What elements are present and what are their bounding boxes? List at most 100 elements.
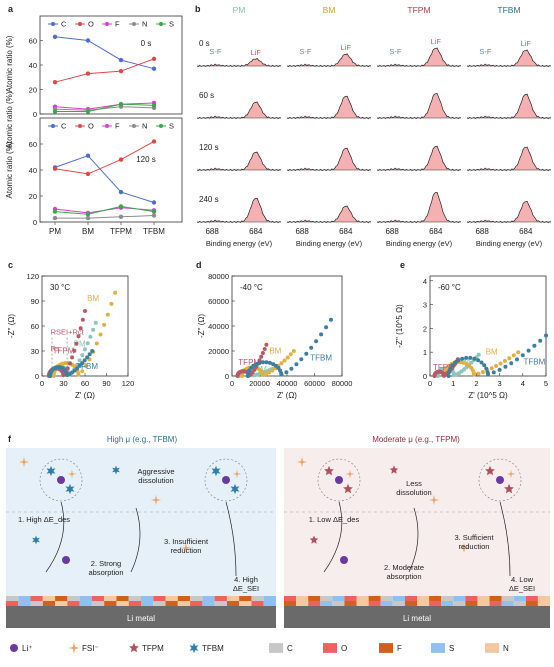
data-point-S	[151, 103, 157, 108]
data-point-BM	[109, 301, 114, 306]
data-point-BM	[260, 373, 265, 377]
li-ion	[335, 476, 343, 484]
sei-block	[296, 601, 309, 606]
data-point-TFBM	[447, 370, 451, 375]
lif-peak-label: LiF	[341, 43, 352, 52]
x-tick-label: 2	[474, 379, 478, 388]
lif-peak-fill	[377, 48, 461, 66]
data-point-BM	[98, 332, 103, 337]
time-label: 0 s	[199, 39, 210, 48]
data-point-BM	[516, 350, 521, 355]
data-point-BM	[102, 322, 107, 327]
data-point-N	[118, 214, 124, 219]
lif-peak-label: LiF	[521, 39, 532, 48]
sei-block	[501, 601, 514, 606]
data-point-N	[52, 215, 58, 221]
x-axis-label: Binding energy (eV)	[296, 239, 363, 248]
data-point-BM	[80, 369, 85, 374]
data-point-O	[118, 157, 124, 162]
data-point-S	[52, 109, 58, 114]
legend-marker-TFPM	[129, 642, 139, 653]
sei-block	[404, 596, 417, 601]
sei-block	[79, 601, 92, 606]
lif-peak-fill	[197, 102, 281, 118]
data-point-TFBM	[284, 370, 289, 375]
x-tick-label: TFBM	[143, 227, 165, 236]
y-tick-label: 0	[33, 218, 37, 227]
sei-block	[116, 596, 129, 601]
data-point-TFBM	[85, 355, 90, 360]
data-point-TFBM	[90, 349, 95, 353]
xps-spectrum: 120 s	[196, 143, 282, 172]
sei-block	[380, 601, 393, 606]
note-step2: absorption	[88, 568, 123, 577]
data-point-TFBM	[460, 356, 465, 361]
sei-block	[42, 596, 56, 601]
data-point-TFBM	[257, 360, 262, 365]
sei-block	[465, 596, 478, 601]
spectrum-line	[466, 93, 552, 120]
data-point-TFBM	[482, 363, 487, 368]
x-tick-label: 684	[249, 227, 263, 236]
data-point-BM	[279, 361, 284, 366]
li-ion	[340, 556, 348, 564]
data-point-O	[52, 79, 58, 85]
legend-marker-FSI⁻	[68, 642, 80, 654]
lif-peak-fill	[377, 93, 461, 118]
y-axis-label: -Z'' (10^5 Ω)	[395, 304, 404, 348]
note-step3: reduction	[171, 546, 202, 555]
x-tick-label: PM	[49, 227, 61, 236]
data-point-TFPM	[70, 355, 75, 360]
data-point-TFBM	[87, 352, 92, 357]
data-point-TFBM	[294, 362, 299, 367]
legend-text: C	[61, 20, 67, 29]
lif-peak-fill	[467, 94, 551, 118]
sei-block	[202, 601, 215, 606]
legend-text: S	[169, 20, 174, 29]
x-tick-label: 684	[339, 227, 353, 236]
column-title: TFPM	[407, 5, 430, 15]
sei-block	[332, 596, 345, 601]
data-point-S	[52, 209, 58, 214]
sei-block	[141, 601, 154, 606]
data-point-TFBM	[450, 363, 455, 368]
x-axis-label: Z' (10^5 Ω)	[468, 391, 508, 400]
legend-text: F	[115, 122, 120, 131]
data-point-PM	[93, 320, 98, 325]
data-point-PM	[476, 352, 481, 357]
x-tick-label: 688	[385, 227, 399, 236]
sei-block	[308, 601, 321, 606]
x-tick-label: 5	[544, 379, 548, 388]
data-point-TFBM	[484, 366, 489, 371]
sei-block	[67, 601, 80, 606]
data-point-TFBM	[472, 356, 477, 361]
sei-block	[226, 596, 240, 601]
data-point-TFBM	[260, 360, 265, 365]
sei-block	[441, 596, 454, 601]
fsi-anion	[150, 494, 162, 506]
sei-block	[263, 596, 276, 601]
data-point-TFBM	[319, 332, 324, 337]
lif-peak-fill	[197, 198, 281, 222]
sei-block	[344, 596, 357, 601]
sei-block	[30, 596, 43, 601]
panel-label: f	[8, 434, 12, 444]
series-line-S	[54, 205, 155, 215]
xps-spectrum	[466, 146, 552, 172]
fsi-anion	[345, 469, 355, 479]
data-point-TFBM	[329, 317, 333, 322]
xps-spectrum: 240 s	[196, 195, 282, 224]
data-point-TFPM	[76, 334, 81, 339]
pathway-arrow	[408, 507, 419, 573]
y-tick-label: 0	[33, 110, 37, 119]
spectrum-line	[376, 145, 462, 172]
x-axis-label: Binding energy (eV)	[476, 239, 543, 248]
data-point-TFPM	[80, 317, 85, 322]
sei-block	[18, 601, 31, 606]
spectrum-line	[196, 57, 282, 68]
panel-a-ylabel-top: Atomic ratio (%)	[5, 35, 14, 92]
series-label: TFPM	[433, 363, 455, 372]
data-point-TFBM	[491, 370, 496, 375]
data-point-BM	[502, 358, 507, 363]
sei-block	[128, 596, 141, 601]
